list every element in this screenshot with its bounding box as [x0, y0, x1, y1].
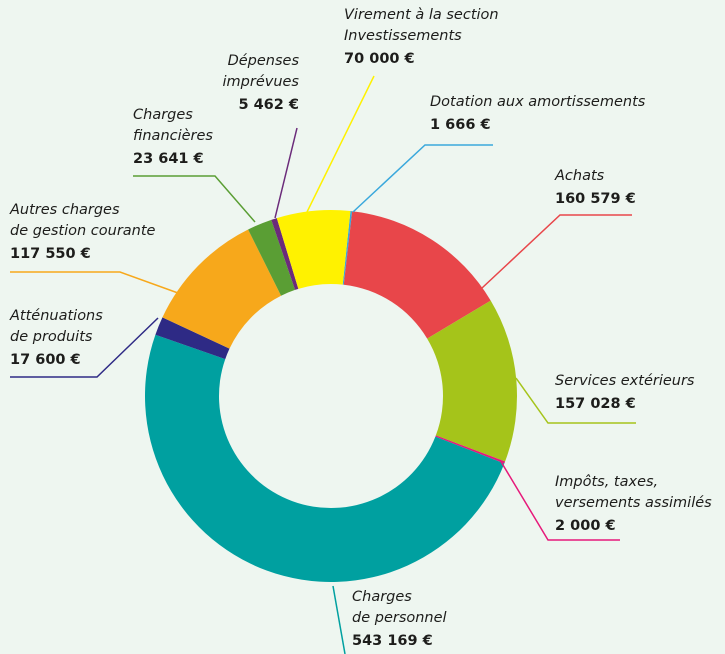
slice-label: Autres charges — [9, 202, 120, 218]
slice-label: Impôts, taxes, — [555, 474, 658, 490]
value-label: 70 000 € — [344, 51, 415, 67]
donut-slice — [162, 229, 282, 349]
leader-line — [481, 214, 632, 289]
leader-line — [332, 585, 346, 654]
donut-slice — [342, 211, 353, 285]
donut-slice — [435, 435, 506, 464]
slice-label: Services extérieurs — [555, 373, 695, 389]
value-label: 5 462 € — [238, 97, 299, 113]
leader-line — [274, 127, 298, 219]
leader-line — [10, 317, 159, 378]
leader-line — [306, 75, 375, 213]
slice-label: de personnel — [352, 610, 447, 626]
donut-slice — [271, 218, 299, 290]
value-label: 543 169 € — [352, 633, 433, 649]
donut-slice — [248, 219, 296, 296]
donut-slice — [343, 211, 491, 339]
slice-label: de gestion courante — [10, 223, 156, 239]
value-label: 2 000 € — [555, 518, 616, 534]
slice-label: Atténuations — [9, 308, 103, 324]
slice-label: imprévues — [223, 74, 300, 90]
value-label: 1 666 € — [430, 117, 491, 133]
slice-label: financières — [133, 128, 213, 144]
leader-line — [10, 271, 179, 294]
leader-line — [515, 377, 636, 424]
slice-label: Charges — [133, 107, 193, 123]
donut-slice — [276, 210, 351, 289]
value-label: 160 579 € — [555, 191, 636, 207]
donut-slice — [427, 300, 517, 462]
slice-label: Dotation aux amortissements — [430, 94, 646, 110]
donut-slice — [145, 334, 505, 582]
slice-label: versements assimilés — [555, 495, 712, 511]
value-label: 23 641 € — [133, 151, 204, 167]
slice-label: Investissements — [344, 28, 462, 44]
leader-line — [133, 175, 256, 223]
slice-label: de produits — [10, 329, 93, 345]
leader-line — [499, 459, 620, 541]
slice-label: Dépenses — [228, 53, 300, 69]
value-label: 117 550 € — [10, 246, 91, 262]
slice-label: Achats — [554, 168, 605, 184]
donut-slice — [155, 317, 230, 360]
leader-line — [352, 144, 493, 213]
value-label: 157 028 € — [555, 396, 636, 412]
value-label: 17 600 € — [10, 352, 81, 368]
slice-label: Charges — [352, 589, 412, 605]
slice-label: Virement à la section — [344, 7, 499, 23]
